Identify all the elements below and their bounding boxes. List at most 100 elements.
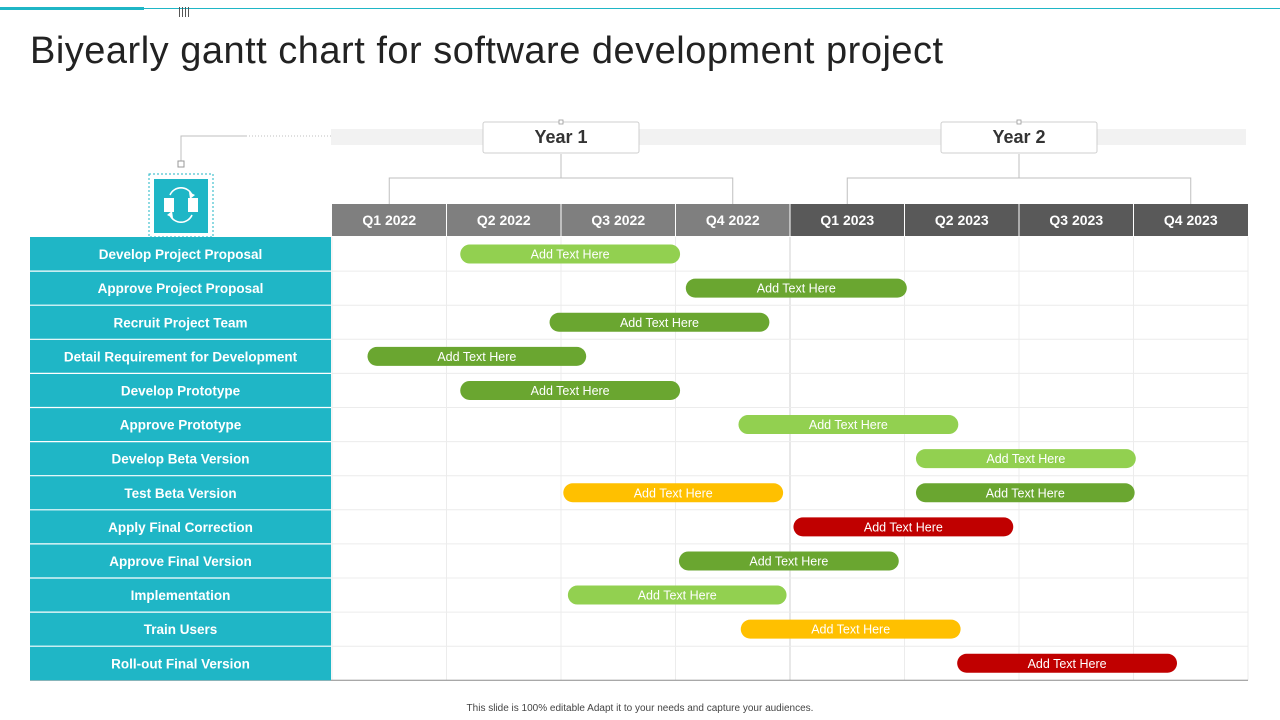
icon-frame	[148, 173, 214, 238]
quarter-header-cell: Q2 2022	[446, 204, 561, 236]
task-row: Develop Beta Version Add Text Here	[30, 441, 1136, 476]
gantt-bar-shape	[460, 244, 681, 264]
task-row: Approve Prototype Add Text Here	[30, 406, 959, 442]
year-header-1: Year 1	[388, 119, 734, 204]
gantt-bar-label: Add Text Here	[437, 350, 516, 364]
task-row: Apply Final Correction Add Text Here	[30, 509, 1014, 544]
task-label: Train Users	[144, 622, 218, 637]
gantt-bar: Add Text Here	[738, 415, 959, 435]
gantt-bar-label: Add Text Here	[864, 520, 943, 534]
task-label-bg	[30, 237, 331, 272]
top-tick-marks	[179, 4, 193, 17]
task-label-bg	[30, 339, 331, 374]
task-label-bg	[30, 305, 331, 340]
gantt-bar-label: Add Text Here	[1028, 657, 1107, 671]
year-box-handle	[1016, 119, 1022, 125]
task-label-bg	[30, 475, 331, 510]
gantt-bar-shape	[915, 483, 1135, 503]
gantt-bar-label: Add Text Here	[620, 316, 699, 330]
task-label: Develop Beta Version	[111, 452, 249, 467]
gantt-bar-label: Add Text Here	[811, 623, 890, 637]
task-row: Detail Requirement for Development Add Te…	[30, 338, 587, 374]
gantt-bar: Add Text Here	[460, 244, 681, 264]
gantt-chart: Year 1 Year 2 Q1 2022 Q2 2022 Q3 2022 Q4 2022…	[30, 119, 1249, 681]
top-rule	[0, 8, 1280, 9]
year-label: Year 2	[992, 127, 1045, 147]
year-header-2: Year 2	[846, 119, 1192, 204]
gantt-bar: Add Text Here	[957, 653, 1178, 673]
task-label: Recruit Project Team	[113, 315, 247, 330]
quarter-header-cell: Q1 2023	[789, 204, 905, 236]
gantt-bar-label: Add Text Here	[531, 384, 610, 398]
quarter-header-cell: Q2 2023	[904, 204, 1019, 236]
task-label: Apply Final Correction	[108, 520, 253, 535]
task-label-bg	[30, 612, 331, 647]
quarter-header-bg	[561, 204, 676, 236]
gantt-bar: Add Text Here	[678, 551, 899, 571]
task-row: Train Users Add Text Here	[30, 611, 961, 647]
task-row: Approve Project Proposal Add Text Here	[30, 270, 907, 306]
task-label-bg	[30, 509, 331, 544]
icon-connector	[180, 135, 246, 161]
quarter-header-bg	[1019, 204, 1134, 236]
gantt-bar-shape	[793, 517, 1014, 537]
quarter-label: Q4 2022	[706, 212, 760, 228]
quarter-label: Q2 2023	[935, 212, 989, 228]
gantt-bar: Add Text Here	[793, 517, 1014, 537]
task-label: Approve Final Version	[109, 554, 252, 569]
document-cycle-icon	[164, 187, 198, 223]
cycle-arrow-bottom	[169, 214, 193, 223]
slide-title: Biyearly gantt chart for software develo…	[30, 30, 944, 72]
task-label: Roll-out Final Version	[111, 656, 250, 671]
gantt-bar-label: Add Text Here	[986, 486, 1065, 500]
connector-handle	[177, 160, 185, 168]
top-accent-bar	[0, 7, 144, 10]
header-icon-box	[148, 173, 214, 238]
quarter-header-bg	[675, 204, 790, 236]
task-row: Roll-out Final Version Add Text Here	[30, 645, 1178, 681]
gantt-bar-label: Add Text Here	[634, 486, 713, 500]
year-bracket	[388, 177, 734, 204]
quarter-header-cell: Q3 2022	[560, 204, 676, 236]
task-label: Approve Project Proposal	[98, 281, 264, 296]
quarter-header-bg	[904, 204, 1019, 236]
gantt-bar-label: Add Text Here	[531, 248, 610, 262]
quarter-header-bg	[446, 204, 561, 236]
gantt-bar-label: Add Text Here	[757, 282, 836, 296]
task-label: Develop Project Proposal	[99, 247, 263, 262]
quarter-label: Q1 2022	[362, 212, 416, 228]
task-label: Detail Requirement for Development	[64, 349, 298, 364]
gantt-bar-label: Add Text Here	[809, 418, 888, 432]
quarter-label: Q2 2022	[477, 212, 531, 228]
task-label-bg	[30, 373, 331, 408]
gantt-bar-shape	[685, 278, 907, 298]
year-band	[331, 129, 1246, 145]
gantt-bar: Add Text Here	[567, 585, 787, 605]
gantt-bar: Add Text Here	[563, 483, 784, 503]
quarter-header-bg	[332, 204, 447, 236]
quarter-label: Q4 2023	[1164, 212, 1218, 228]
gantt-bar-label: Add Text Here	[986, 452, 1065, 466]
gantt-grid	[30, 237, 1249, 681]
task-label-bg	[30, 646, 331, 681]
arrowhead-bottom	[167, 211, 173, 218]
gantt-bar: Add Text Here	[460, 380, 681, 400]
gantt-bar: Add Text Here	[740, 619, 961, 639]
task-row: Develop Prototype Add Text Here	[30, 372, 681, 408]
task-label: Implementation	[131, 588, 231, 603]
quarter-label: Q1 2023	[820, 212, 874, 228]
quarter-header-cell: Q4 2022	[675, 204, 790, 236]
task-label: Develop Prototype	[121, 383, 241, 398]
gantt-bar-shape	[738, 415, 959, 435]
quarter-header-bg	[790, 204, 905, 236]
gantt-bar-shape	[460, 380, 681, 400]
gantt-bar-shape	[549, 312, 770, 332]
gantt-bar-shape	[563, 483, 784, 503]
arrowhead-top	[189, 192, 195, 199]
year-bracket	[846, 177, 1192, 204]
gantt-bar: Add Text Here	[915, 483, 1135, 503]
task-row: Recruit Project Team Add Text Here	[30, 304, 770, 340]
task-label: Test Beta Version	[124, 486, 236, 501]
year-label: Year 1	[534, 127, 587, 147]
task-row: Develop Project Proposal Add Text Here	[30, 237, 681, 272]
